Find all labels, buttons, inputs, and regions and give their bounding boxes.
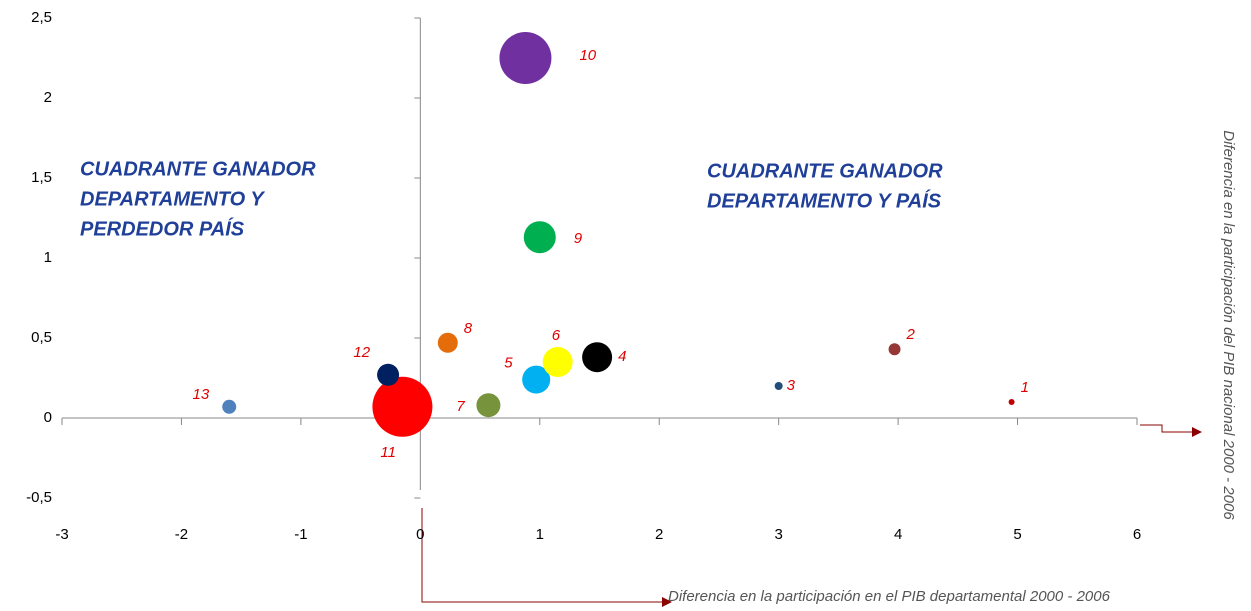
bubble	[372, 376, 433, 437]
point-label: 11	[380, 444, 396, 461]
y-tick-label: 1,5	[31, 169, 52, 186]
y-arrow	[1140, 424, 1192, 433]
x-tick-label: 2	[655, 526, 663, 543]
x-arrow	[421, 508, 662, 603]
y-tick-label: 2	[44, 89, 52, 106]
bubble	[437, 332, 458, 353]
point-label: 2	[906, 326, 916, 343]
annotation: DEPARTAMENTO Y	[80, 188, 265, 210]
x-tick-label: 5	[1013, 526, 1021, 543]
point-label: 3	[787, 377, 796, 394]
x-tick-label: -2	[175, 526, 188, 543]
x-tick-label: -1	[294, 526, 307, 543]
y-tick-label: 0,5	[31, 329, 52, 346]
annotation: CUADRANTE GANADOR	[707, 160, 943, 182]
point-label: 7	[456, 398, 465, 415]
point-label: 10	[579, 47, 596, 64]
x-tick-label: 4	[894, 526, 902, 543]
x-tick-label: 6	[1133, 526, 1141, 543]
x-arrowhead	[662, 597, 672, 607]
annotation: CUADRANTE GANADOR	[80, 158, 316, 180]
x-tick-label: 3	[774, 526, 782, 543]
y-tick-label: 1	[44, 249, 52, 266]
x-tick-label: -3	[55, 526, 68, 543]
point-label: 9	[574, 230, 583, 247]
point-label: 8	[464, 320, 473, 337]
y-tick-label: 2,5	[31, 9, 52, 26]
bubble	[774, 382, 783, 390]
annotation: PERDEDOR PAÍS	[80, 217, 245, 240]
bubble	[582, 342, 613, 373]
point-label: 4	[618, 348, 626, 365]
point-label: 12	[353, 344, 370, 361]
bubble	[476, 393, 501, 418]
x-tick-label: 0	[416, 526, 424, 543]
bubble	[1008, 399, 1015, 405]
y-arrowhead	[1192, 427, 1202, 437]
point-label: 1	[1021, 379, 1029, 396]
bubble	[499, 32, 552, 84]
y-tick-label: -0,5	[26, 489, 52, 506]
x-axis-title: Diferencia en la participación en el PIB…	[668, 588, 1111, 605]
y-tick-label: 0	[44, 409, 52, 426]
point-label: 6	[552, 327, 561, 344]
bubble	[377, 363, 400, 386]
bubble	[542, 347, 573, 377]
point-label: 5	[504, 355, 513, 372]
annotation: DEPARTAMENTO Y PAÍS	[707, 189, 942, 212]
x-tick-label: 1	[536, 526, 544, 543]
bubble	[522, 365, 551, 394]
y-axis-title: Diferencia en la participación del PIB n…	[1220, 130, 1237, 520]
bubble	[523, 221, 556, 254]
bubble	[222, 399, 237, 414]
point-label: 13	[193, 386, 210, 403]
bubble	[888, 343, 901, 356]
